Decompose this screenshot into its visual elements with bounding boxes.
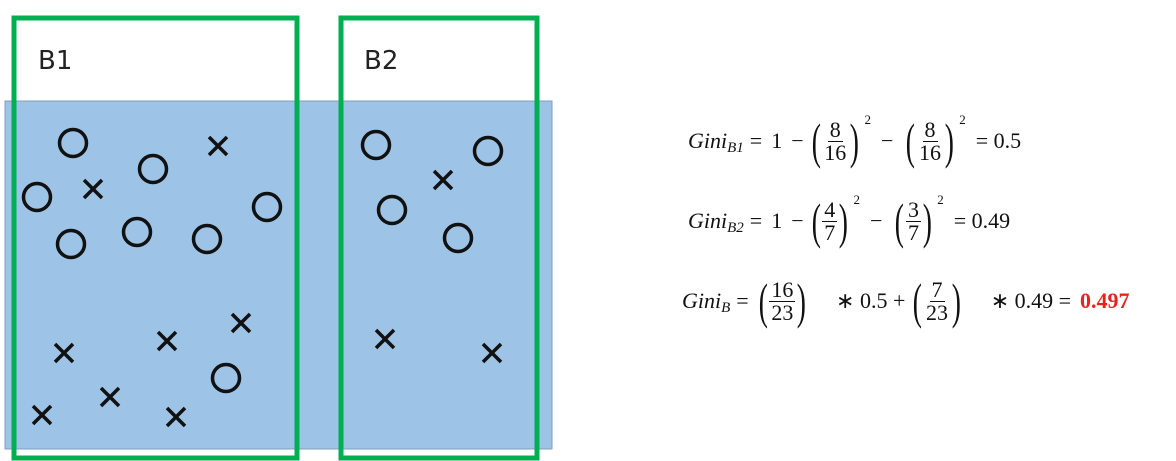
minus-sign: − xyxy=(880,128,894,153)
sample-markers xyxy=(21,127,504,428)
exponent: 2 xyxy=(959,112,966,127)
squared-fraction: (8 16) 2 xyxy=(906,112,966,169)
data-region xyxy=(4,100,553,450)
minus-sign: − xyxy=(791,208,804,233)
circle-marker xyxy=(55,228,87,260)
fraction-denominator: 23 xyxy=(926,299,949,325)
circle-marker xyxy=(442,222,474,254)
minus-sign: − xyxy=(869,208,883,233)
fraction-denominator: 23 xyxy=(771,299,794,325)
exponent: 2 xyxy=(937,192,944,207)
bucket-b2-label: B2 xyxy=(364,46,398,76)
bucket-b1-box xyxy=(11,15,300,461)
circle-marker xyxy=(251,191,283,223)
squared-fraction: (4 7) 2 xyxy=(811,192,860,249)
fraction-numerator: 3 xyxy=(906,196,922,222)
x-marker xyxy=(374,328,396,350)
circle-marker xyxy=(376,194,408,226)
result-value: = 0.49 xyxy=(953,208,1011,233)
exponent: 2 xyxy=(853,192,860,207)
gini-b2-equation: Gini B2 = 1 − (4 7) 2 − (3 7) 2 = 0.49 xyxy=(688,192,1011,249)
circle-marker xyxy=(472,135,504,167)
x-marker xyxy=(53,342,75,364)
fraction-denominator: 7 xyxy=(908,219,920,245)
term-operator: ∗ 0.5 + xyxy=(836,288,906,313)
circle-marker xyxy=(137,153,169,185)
fraction-numerator: 4 xyxy=(822,196,838,222)
x-marker xyxy=(481,342,503,364)
squared-fraction: (3 7) 2 xyxy=(895,192,944,249)
x-marker xyxy=(156,330,178,352)
circle-marker xyxy=(21,181,53,213)
gini-subscript: B xyxy=(721,299,731,316)
x-marker xyxy=(31,404,53,426)
x-marker xyxy=(165,406,187,428)
x-marker xyxy=(82,178,104,200)
result-value: = 0.5 xyxy=(975,128,1022,153)
circle-marker xyxy=(360,129,392,161)
fraction-numerator: 8 xyxy=(827,116,843,142)
equals-sign: = xyxy=(749,208,763,233)
gini-b1-equation: Gini B1 = 1 − (8 16) 2 − (8 16) 2 = 0.5 xyxy=(688,112,1022,169)
exponent: 2 xyxy=(864,112,871,127)
x-marker xyxy=(230,312,252,334)
circle-marker xyxy=(121,216,153,248)
gini-subscript: B1 xyxy=(727,139,744,156)
x-marker xyxy=(432,169,454,191)
fraction-numerator: 16 xyxy=(769,276,796,302)
weighted-gini-result: 0.497 xyxy=(1080,288,1130,313)
circle-marker xyxy=(57,127,89,159)
weight-fraction: (7 23) xyxy=(913,273,961,329)
equals-sign: = xyxy=(749,128,763,153)
fraction-denominator: 16 xyxy=(919,139,942,165)
one-value: 1 xyxy=(771,208,783,233)
equals-sign: = xyxy=(736,288,749,313)
bucket-b2-box xyxy=(338,15,540,461)
fraction-numerator: 8 xyxy=(922,116,938,142)
fraction-denominator: 16 xyxy=(824,139,847,165)
circle-marker xyxy=(191,223,223,255)
gini-symbol: Gini xyxy=(688,128,728,153)
term-operator: ∗ 0.49 = xyxy=(990,288,1072,313)
fraction-numerator: 7 xyxy=(929,276,945,302)
x-marker xyxy=(207,135,229,157)
gini-symbol: Gini xyxy=(682,288,722,313)
weight-fraction: (16 23) xyxy=(758,273,807,329)
x-marker xyxy=(99,386,121,408)
split-diagram: B1 B2 xyxy=(4,15,553,461)
gini-symbol: Gini xyxy=(688,208,728,233)
fraction-denominator: 7 xyxy=(824,219,836,245)
squared-fraction: (8 16) 2 xyxy=(811,112,871,169)
one-value: 1 xyxy=(771,128,783,153)
gini-subscript: B2 xyxy=(727,219,744,236)
circle-marker xyxy=(210,362,242,394)
minus-sign: − xyxy=(791,128,804,153)
bucket-b1-label: B1 xyxy=(38,46,72,76)
gini-total-equation: Gini B = (16 23) ∗ 0.5 + (7 23) ∗ 0.49 = 0… xyxy=(682,276,1130,326)
